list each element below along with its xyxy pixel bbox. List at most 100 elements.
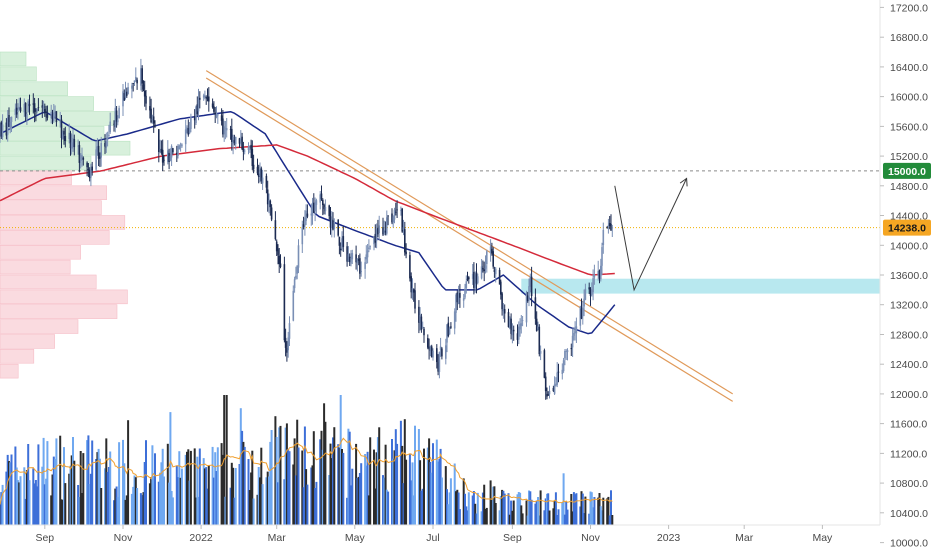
time-axis[interactable]: Sep Nov 2022 Mar May Jul Sep Nov 2023 Mar May bbox=[35, 525, 833, 544]
candle-75 bbox=[133, 80, 136, 86]
volume-bar-215 bbox=[384, 444, 387, 525]
trendline-layer[interactable] bbox=[205, 70, 734, 402]
volume-bar-214 bbox=[383, 477, 386, 525]
projection-path[interactable] bbox=[614, 178, 688, 292]
volume-bar-170 bbox=[303, 426, 306, 525]
volume-bar-201 bbox=[358, 473, 361, 525]
candle-70 bbox=[124, 81, 127, 100]
volume-bar-117 bbox=[207, 465, 210, 525]
candle-338 bbox=[606, 226, 608, 229]
volume-bar-55 bbox=[97, 448, 100, 525]
candle-63 bbox=[113, 120, 115, 132]
volume-bar-208 bbox=[373, 449, 375, 525]
volume-bar-196 bbox=[350, 485, 352, 525]
candle-269 bbox=[482, 260, 484, 273]
volume-bar-256 bbox=[457, 492, 460, 525]
candle-184 bbox=[329, 207, 332, 235]
volume-bar-262 bbox=[467, 492, 470, 525]
candle-99 bbox=[177, 144, 179, 159]
candle-139 bbox=[249, 145, 251, 153]
candle-280 bbox=[501, 291, 503, 316]
candle-297 bbox=[530, 266, 533, 307]
candle-149 bbox=[266, 180, 269, 212]
volume-bar-14 bbox=[24, 498, 27, 525]
volume-bar-202 bbox=[360, 463, 363, 525]
volume-bar-146 bbox=[260, 447, 263, 525]
volume-bar-139 bbox=[248, 490, 251, 525]
volume-bar-43 bbox=[77, 485, 80, 525]
volume-bar-107 bbox=[189, 450, 192, 525]
candle-45 bbox=[79, 153, 82, 169]
candle-93 bbox=[167, 140, 169, 165]
volume-bar-246 bbox=[439, 448, 442, 525]
volume-bar-94 bbox=[168, 482, 171, 525]
volume-bar-239 bbox=[428, 438, 431, 525]
volume-profile-bin-12 bbox=[0, 230, 110, 245]
candle-123 bbox=[220, 108, 223, 126]
candle-333 bbox=[597, 260, 599, 281]
candle-12 bbox=[19, 97, 22, 113]
candle-235 bbox=[420, 313, 423, 333]
volume-bar-69 bbox=[123, 463, 126, 525]
candle-69 bbox=[123, 89, 126, 101]
volume-bar-228 bbox=[408, 454, 411, 525]
candle-58 bbox=[104, 134, 106, 155]
candle-94 bbox=[168, 148, 170, 170]
candle-213 bbox=[382, 217, 384, 236]
price-badge-label-1: 14238.0 bbox=[888, 223, 926, 235]
candle-337 bbox=[602, 222, 605, 254]
candle-172 bbox=[306, 204, 309, 219]
candle-37 bbox=[64, 126, 67, 148]
trendline-1[interactable] bbox=[205, 77, 734, 402]
candle-335 bbox=[600, 258, 602, 282]
price-axis[interactable]: 17200.0 16800.0 16400.0 16000.0 15600.0 15200… bbox=[880, 2, 928, 550]
candle-39 bbox=[69, 130, 72, 156]
candle-291 bbox=[520, 315, 523, 334]
candle-238 bbox=[427, 334, 429, 350]
trendline-0[interactable] bbox=[205, 70, 734, 395]
volume-bar-78 bbox=[139, 493, 142, 525]
volume-bar-200 bbox=[357, 476, 360, 525]
volume-bar-166 bbox=[296, 419, 299, 525]
volume-bar-77 bbox=[136, 488, 139, 525]
candle-278 bbox=[498, 267, 501, 285]
volume-bar-144 bbox=[257, 467, 260, 525]
candle-87 bbox=[154, 120, 156, 128]
volume-bar-277 bbox=[494, 503, 497, 525]
candle-329 bbox=[589, 287, 592, 306]
candle-253 bbox=[453, 308, 456, 335]
volume-bar-218 bbox=[391, 439, 393, 525]
y-tick-label-15: 11200.0 bbox=[890, 448, 927, 460]
candle-167 bbox=[297, 239, 300, 274]
candle-277 bbox=[494, 267, 497, 283]
candle-159 bbox=[284, 328, 287, 357]
candle-314 bbox=[562, 357, 565, 373]
volume-bar-90 bbox=[160, 462, 163, 525]
candle-275 bbox=[492, 247, 494, 269]
volume-profile-bin-7 bbox=[0, 155, 92, 171]
volume-bar-244 bbox=[437, 461, 440, 525]
candle-274 bbox=[491, 242, 493, 256]
x-tick-label-7: Nov bbox=[581, 532, 600, 544]
volume-bar-89 bbox=[159, 472, 162, 525]
volume-bar-236 bbox=[421, 488, 424, 525]
candle-23 bbox=[41, 100, 44, 118]
volume-bar-149 bbox=[266, 471, 269, 525]
candle-17 bbox=[28, 94, 31, 115]
support-zone[interactable] bbox=[521, 278, 880, 294]
volume-bar-220 bbox=[393, 450, 396, 525]
candle-66 bbox=[117, 115, 119, 126]
candle-302 bbox=[539, 345, 542, 361]
candle-201 bbox=[359, 253, 361, 280]
candle-55 bbox=[97, 140, 100, 167]
volume-bar-122 bbox=[216, 447, 219, 525]
candle-261 bbox=[466, 271, 469, 282]
volume-bar-156 bbox=[278, 427, 281, 525]
candle-90 bbox=[160, 140, 163, 155]
volume-bar-322 bbox=[575, 493, 578, 525]
volume-bar-330 bbox=[590, 492, 593, 525]
volume-bar-62 bbox=[109, 451, 112, 525]
volume-bar-6 bbox=[9, 462, 12, 525]
projection-layer[interactable] bbox=[614, 177, 688, 292]
